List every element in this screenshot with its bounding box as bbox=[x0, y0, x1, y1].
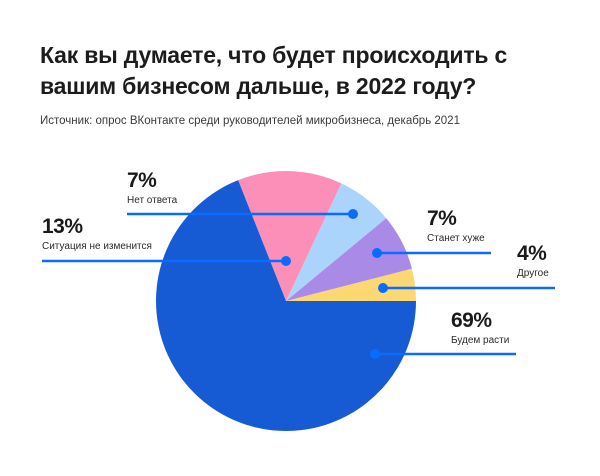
chart-source: Источник: опрос ВКонтакте среди руководи… bbox=[40, 115, 460, 127]
slice-no-answer bbox=[286, 183, 387, 301]
label-no-answer: 7% Нет ответа bbox=[127, 170, 177, 207]
label-grow-caption: Будем расти bbox=[451, 335, 510, 346]
label-other-pct: 4% bbox=[517, 242, 547, 265]
chart-title: Как вы думаете, что будет происходить с … bbox=[40, 42, 508, 99]
pie-slices bbox=[156, 171, 417, 432]
leader-lines bbox=[42, 209, 555, 359]
label-no-change-caption: Ситуация не изменится bbox=[42, 241, 152, 252]
label-no-change: 13% Ситуация не изменится bbox=[42, 216, 152, 253]
leader-no-change-dot-icon bbox=[281, 256, 291, 266]
label-other: 4% Другое bbox=[517, 243, 549, 280]
label-no-answer-pct: 7% bbox=[127, 169, 157, 192]
leader-no-answer-dot-icon bbox=[348, 209, 358, 219]
slice-worse bbox=[286, 218, 412, 301]
label-worse: 7% Станет хуже bbox=[427, 208, 485, 245]
label-grow: 69% Будем расти bbox=[451, 310, 509, 347]
leader-grow-dot-icon bbox=[370, 349, 380, 359]
label-worse-pct: 7% bbox=[427, 207, 457, 230]
label-no-answer-caption: Нет ответа bbox=[127, 195, 178, 206]
slice-grow bbox=[156, 180, 417, 432]
slice-no-change bbox=[238, 171, 342, 301]
label-worse-caption: Станет хуже bbox=[427, 233, 485, 244]
label-grow-pct: 69% bbox=[451, 309, 492, 332]
label-no-change-pct: 13% bbox=[42, 215, 83, 238]
leader-other-dot-icon bbox=[378, 283, 388, 293]
label-other-caption: Другое bbox=[517, 268, 549, 279]
leader-worse-dot-icon bbox=[372, 248, 382, 258]
